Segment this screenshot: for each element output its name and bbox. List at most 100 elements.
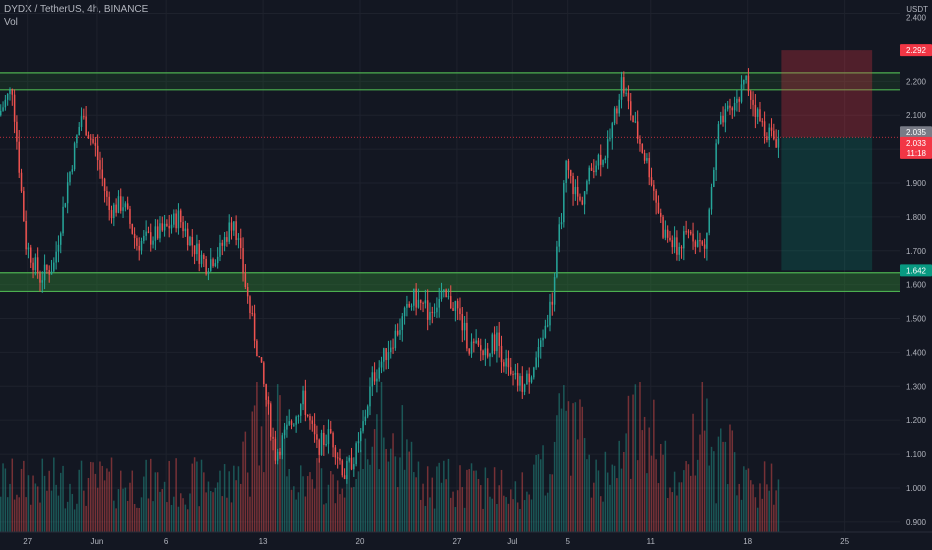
volume-bar (156, 472, 159, 532)
candle-body (272, 436, 274, 439)
candle-body (133, 233, 136, 239)
volume-label: Vol (4, 17, 18, 28)
volume-bar (263, 472, 265, 532)
volume-bar (230, 502, 233, 532)
candle-body (138, 245, 140, 251)
volume-bar (606, 472, 609, 532)
volume-bar (433, 508, 436, 532)
volume-bar (519, 509, 521, 532)
volume-bar (627, 395, 630, 532)
candle-body (766, 136, 768, 141)
candle-body (332, 433, 334, 448)
candle-body (336, 457, 339, 459)
candle-body (507, 358, 510, 368)
volume-bar (80, 460, 83, 532)
candle-body (433, 312, 436, 314)
candle-body (745, 75, 747, 81)
volume-bar (445, 479, 447, 532)
candle-body (461, 314, 464, 331)
candle-body (530, 377, 533, 383)
volume-bar (258, 465, 260, 532)
time-tick-label: 5 (565, 537, 570, 546)
candle-body (632, 115, 634, 123)
candle-body (692, 233, 694, 242)
candle-body (563, 183, 565, 223)
volume-bar (766, 484, 768, 532)
candle-body (438, 298, 440, 308)
take-profit-zone[interactable] (781, 137, 873, 271)
candle-body (186, 228, 189, 246)
volume-bar (639, 382, 641, 532)
candle-body (683, 231, 685, 249)
candle-body (403, 307, 406, 317)
candle-body (440, 291, 443, 299)
volume-bar (383, 437, 385, 532)
candle-body (699, 240, 701, 242)
volume-bar (683, 470, 685, 532)
volume-bar (655, 459, 657, 532)
candle-body (510, 367, 512, 374)
candle-body (286, 424, 288, 430)
candle-body (143, 235, 145, 241)
candle-body (341, 460, 344, 476)
price-tick-label: 1.300 (906, 382, 927, 391)
time-axis[interactable]: 27 Jun 6 13 20 27 Jul 5 11 18 25 (0, 531, 932, 550)
volume-bar (533, 464, 535, 532)
candle-body (267, 399, 270, 405)
price-axis[interactable]: USDT2.2002.1002.0001.9001.8001.7001.6001… (900, 0, 932, 550)
candle-body (323, 432, 325, 446)
candle-body (120, 196, 122, 211)
candle-body (90, 138, 92, 140)
volume-bar (392, 433, 394, 532)
volume-bar (473, 470, 475, 532)
candle-body (96, 145, 99, 161)
candle-body (161, 223, 164, 231)
candle-body (593, 170, 595, 173)
volume-bar (590, 497, 593, 532)
stop-loss-zone[interactable] (781, 50, 873, 138)
volume-bar (103, 480, 106, 532)
volume-bar (23, 460, 25, 532)
candle-body (189, 237, 191, 246)
volume-bar (297, 492, 300, 532)
volume-bar (378, 469, 380, 532)
candle-body (353, 464, 355, 470)
candle-body (750, 91, 752, 100)
volume-bar (768, 490, 770, 532)
candle-body (710, 186, 713, 210)
candle-body (175, 213, 177, 229)
volume-bar (380, 382, 383, 532)
volume-bar (131, 470, 134, 532)
volume-bar (777, 479, 780, 532)
volume-bar (740, 499, 743, 532)
volume-bar (350, 487, 353, 532)
candle-body (480, 345, 482, 351)
candle-body (396, 330, 399, 335)
price-badge: 1.642 (906, 266, 927, 275)
volume-bar (715, 503, 717, 532)
candle-body (371, 372, 374, 387)
volume-bar (228, 471, 230, 532)
volume-bar (540, 459, 542, 532)
price-tick-label: 2.400 (906, 14, 927, 23)
volume-bar (512, 499, 514, 532)
volume-bar (182, 498, 184, 532)
position-tool[interactable] (0, 50, 900, 271)
candle-body (156, 226, 159, 239)
volume-bar (346, 474, 348, 532)
volume-bar (466, 469, 468, 532)
candle-body (696, 240, 699, 247)
candle-body (60, 233, 62, 245)
candle-body (484, 348, 487, 356)
candle-body (34, 257, 37, 271)
candle-body (80, 116, 83, 127)
volume-bar (680, 482, 683, 532)
candle-body (429, 311, 431, 320)
volume-bar (13, 499, 16, 532)
volume-bar (53, 457, 55, 532)
volume-bar (184, 504, 187, 532)
volume-bar (641, 430, 644, 532)
candle-body (602, 160, 604, 165)
candle-body (452, 308, 454, 311)
